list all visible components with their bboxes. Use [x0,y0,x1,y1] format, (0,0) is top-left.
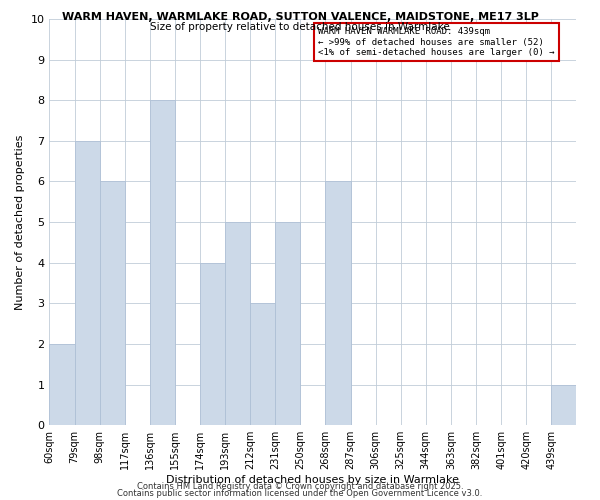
Bar [275,222,301,425]
Text: WARM HAVEN WARMLAKE ROAD: 439sqm
← >99% of detached houses are smaller (52)
<1% : WARM HAVEN WARMLAKE ROAD: 439sqm ← >99% … [318,27,554,57]
Bar [100,182,125,425]
Bar [150,100,175,425]
Text: Contains HM Land Registry data © Crown copyright and database right 2025.: Contains HM Land Registry data © Crown c… [137,482,463,491]
Text: WARM HAVEN, WARMLAKE ROAD, SUTTON VALENCE, MAIDSTONE, ME17 3LP: WARM HAVEN, WARMLAKE ROAD, SUTTON VALENC… [62,12,538,22]
X-axis label: Distribution of detached houses by size in Warmlake: Distribution of detached houses by size … [166,475,460,485]
Bar [225,222,250,425]
Bar [250,304,275,425]
Bar [49,344,74,425]
Y-axis label: Number of detached properties: Number of detached properties [15,134,25,310]
Bar [74,141,100,425]
Bar [551,384,577,425]
Bar [200,262,225,425]
Text: Contains public sector information licensed under the Open Government Licence v3: Contains public sector information licen… [118,490,482,498]
Text: Size of property relative to detached houses in Warmlake: Size of property relative to detached ho… [150,22,450,32]
Bar [325,182,350,425]
